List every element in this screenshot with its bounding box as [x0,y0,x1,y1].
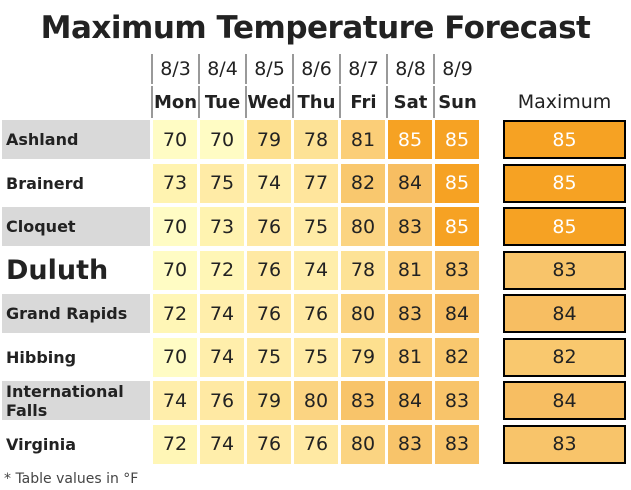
temp-cell: 76 [294,424,338,464]
temp-cell: 80 [294,381,338,420]
temp-cell: 77 [294,163,338,203]
row-name: International Falls [2,381,150,420]
date-header: 8/5 [245,54,292,84]
temp-cell: 81 [388,337,432,377]
date-header: 8/9 [433,54,480,84]
max-cell: 84 [503,381,626,420]
date-header: 8/8 [386,54,433,84]
temp-cell: 82 [341,163,385,203]
temp-cell: 84 [435,294,479,333]
max-cell: 82 [503,337,626,377]
temp-cell: 73 [153,163,197,203]
max-cell: 85 [503,120,626,159]
temp-cell: 79 [341,337,385,377]
temp-cell: 85 [435,120,479,159]
temp-cell: 80 [341,207,385,246]
temp-cell: 72 [153,294,197,333]
temp-cell: 85 [435,163,479,203]
temp-cell: 70 [200,120,244,159]
temp-cell: 83 [341,381,385,420]
temp-cell: 74 [294,250,338,290]
temp-cell: 74 [247,163,291,203]
temp-cell: 75 [294,337,338,377]
day-header: Tue [198,86,245,118]
row-name: Ashland [2,120,150,159]
max-cell: 83 [503,424,626,464]
temp-cell: 83 [388,294,432,333]
day-header: Sat [386,86,433,118]
temp-cell: 70 [153,207,197,246]
temp-cell: 76 [294,294,338,333]
temp-cell: 80 [341,424,385,464]
temp-cell: 75 [294,207,338,246]
temp-cell: 76 [247,424,291,464]
max-header: Maximum [517,91,612,113]
date-header: 8/7 [339,54,386,84]
temp-cell: 73 [200,207,244,246]
day-header: Sun [433,86,480,118]
temp-cell: 83 [388,424,432,464]
max-cell: 83 [503,250,626,290]
max-cell: 85 [503,163,626,203]
row-name: Grand Rapids [2,294,150,333]
temp-cell: 75 [247,337,291,377]
footnote: * Table values in °F [4,471,139,487]
temp-cell: 82 [435,337,479,377]
temp-cell: 76 [200,381,244,420]
temp-cell: 78 [341,250,385,290]
temp-cell: 72 [153,424,197,464]
day-header: Thu [292,86,339,118]
row-name: Virginia [2,424,150,464]
temp-cell: 74 [200,424,244,464]
temp-cell: 74 [200,337,244,377]
temp-cell: 72 [200,250,244,290]
max-cell: 85 [503,207,626,246]
max-cell: 84 [503,294,626,333]
row-name: Brainerd [2,163,150,203]
temp-cell: 85 [388,120,432,159]
day-header: Fri [339,86,386,118]
temp-cell: 76 [247,207,291,246]
day-header: Wed [245,86,292,118]
temp-cell: 84 [388,381,432,420]
temp-cell: 70 [153,337,197,377]
temp-cell: 83 [435,250,479,290]
temp-cell: 70 [153,120,197,159]
row-name: Hibbing [2,337,150,377]
date-header: 8/6 [292,54,339,84]
temp-cell: 75 [200,163,244,203]
temp-cell: 76 [247,294,291,333]
temp-cell: 70 [153,250,197,290]
temp-cell: 78 [294,120,338,159]
date-header: 8/4 [198,54,245,84]
temp-cell: 79 [247,120,291,159]
temp-cell: 84 [388,163,432,203]
date-header: 8/3 [151,54,198,84]
temp-cell: 76 [247,250,291,290]
temp-cell: 81 [341,120,385,159]
temp-cell: 79 [247,381,291,420]
row-name: Cloquet [2,207,150,246]
temp-cell: 83 [435,424,479,464]
row-name: Duluth [2,250,150,290]
temp-cell: 81 [388,250,432,290]
day-header: Mon [151,86,198,118]
temp-cell: 80 [341,294,385,333]
temp-cell: 74 [153,381,197,420]
temp-cell: 74 [200,294,244,333]
title: Maximum Temperature Forecast [40,10,591,46]
temp-cell: 85 [435,207,479,246]
temp-cell: 83 [388,207,432,246]
temp-cell: 83 [435,381,479,420]
